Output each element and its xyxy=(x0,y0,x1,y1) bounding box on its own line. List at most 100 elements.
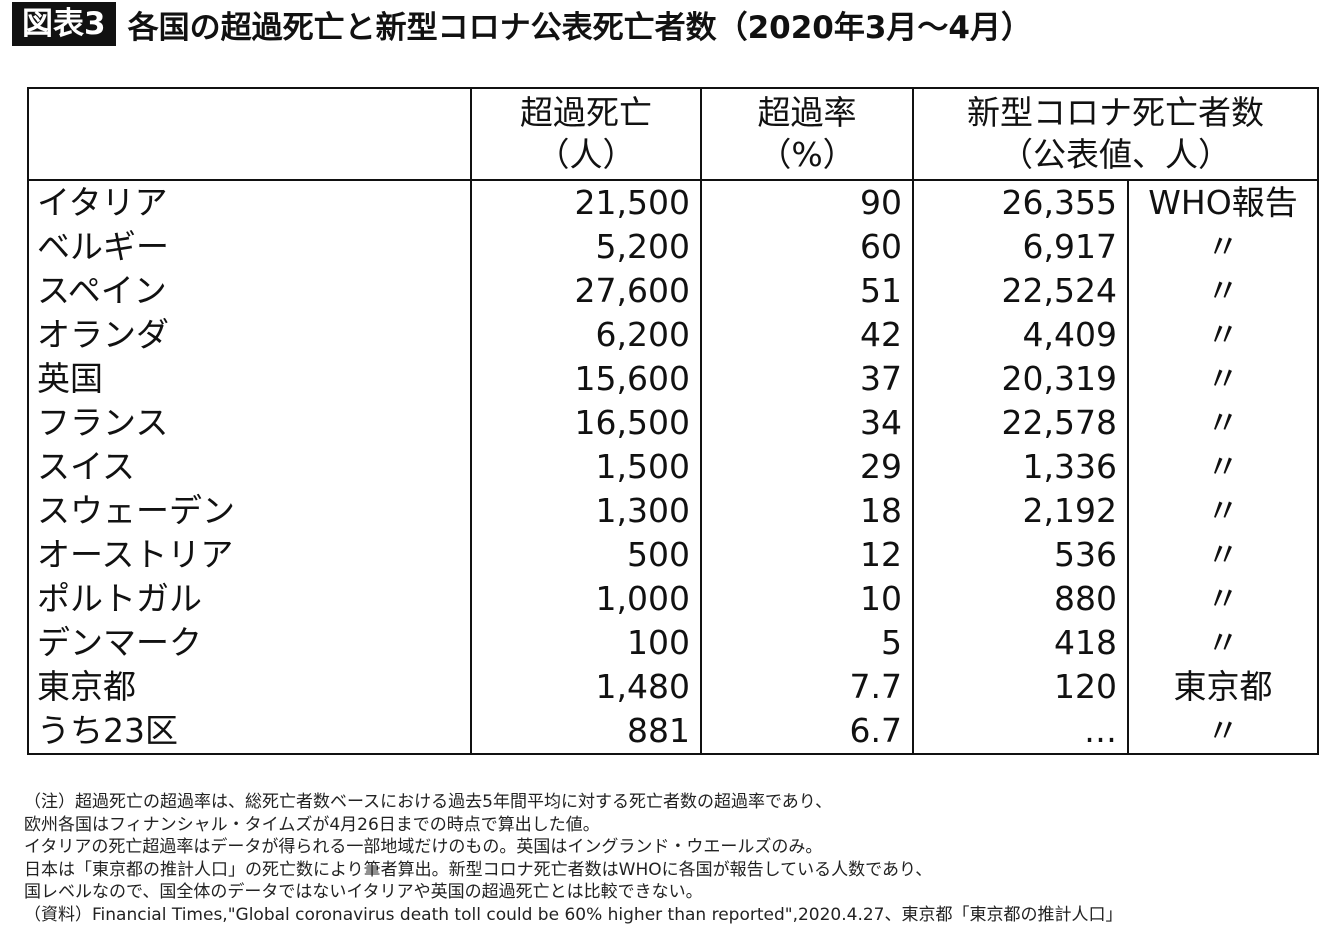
header-covid: 新型コロナ死亡者数 （公表値、人） xyxy=(912,87,1319,181)
cell-rate: 51 xyxy=(700,269,914,313)
cell-source: 〃 xyxy=(1127,269,1319,313)
cell-source: 〃 xyxy=(1127,577,1319,621)
cell-excess: 21,500 xyxy=(470,180,702,225)
cell-covid: 6,917 xyxy=(912,225,1129,269)
cell-source: 〃 xyxy=(1127,225,1319,269)
figure-title-text: 各国の超過死亡と新型コロナ公表死亡者数（2020年3月～4月） xyxy=(127,9,1032,46)
cell-rate: 18 xyxy=(700,489,914,533)
cell-rate: 42 xyxy=(700,313,914,357)
cell-covid: 2,192 xyxy=(912,489,1129,533)
cell-excess: 16,500 xyxy=(470,401,702,445)
table-row: スペイン 27,600 51 22,524 〃 xyxy=(27,269,1319,313)
header-row: 超過死亡 （人） 超過率 （%） 新型コロナ死亡者数 （公表値、人） xyxy=(27,87,1319,181)
header-rate-line2: （%） xyxy=(758,135,856,174)
note-line: （注）超過死亡の超過率は、総死亡者数ベースにおける過去5年間平均に対する死亡者数… xyxy=(24,792,833,812)
table-row: うち23区 881 6.7… 〃 xyxy=(27,709,1319,755)
cell-rate: 5 xyxy=(700,621,914,665)
table-row: ポルトガル 1,000 10 880 〃 xyxy=(27,577,1319,621)
header-rate-line1: 超過率 xyxy=(757,93,857,132)
cell-source: 〃 xyxy=(1127,709,1319,755)
row-name: スイス xyxy=(27,445,472,489)
header-covid-line1: 新型コロナ死亡者数 xyxy=(967,93,1264,132)
cell-excess: 6,200 xyxy=(470,313,702,357)
row-name: 英国 xyxy=(27,357,472,401)
note-line: （資料）Financial Times,"Global coronavirus … xyxy=(24,904,1123,925)
header-blank xyxy=(27,87,472,181)
header-excess-line1: 超過死亡 xyxy=(520,93,652,132)
cell-excess: 15,600 xyxy=(470,357,702,401)
header-rate: 超過率 （%） xyxy=(700,87,914,181)
cell-excess: 1,000 xyxy=(470,577,702,621)
data-table: 超過死亡 （人） 超過率 （%） 新型コロナ死亡者数 （公表値、人） イタリア 21,5… xyxy=(27,87,1319,755)
cell-source: 〃 xyxy=(1127,489,1319,533)
cell-excess: 1,300 xyxy=(470,489,702,533)
cell-excess: 881 xyxy=(470,709,702,755)
cell-excess: 500 xyxy=(470,533,702,577)
row-name: ポルトガル xyxy=(27,577,472,621)
row-name: 東京都 xyxy=(27,665,472,709)
cell-source: 〃 xyxy=(1127,357,1319,401)
row-name: ベルギー xyxy=(27,225,472,269)
cell-covid: 20,319 xyxy=(912,357,1129,401)
note-line: 日本は「東京都の推計人口」の死亡数により筆者算出。新型コロナ死亡者数はWHOに各… xyxy=(24,859,933,880)
cell-rate: 29 xyxy=(700,445,914,489)
cell-covid: … xyxy=(912,709,1129,755)
cell-covid: 1,336 xyxy=(912,445,1129,489)
cell-excess: 5,200 xyxy=(470,225,702,269)
cell-covid: 120 xyxy=(912,665,1129,709)
row-name: オーストリア xyxy=(27,533,472,577)
notes: （注）超過死亡の超過率は、総死亡者数ベースにおける過去5年間平均に対する死亡者数… xyxy=(24,791,1123,926)
table-row: スウェーデン 1,300 18 2,192 〃 xyxy=(27,489,1319,533)
cell-source: 〃 xyxy=(1127,401,1319,445)
cell-source: 〃 xyxy=(1127,533,1319,577)
table-row: 東京都 1,480 7.7 120 東京都 xyxy=(27,665,1319,709)
row-name: オランダ xyxy=(27,313,472,357)
table-row: フランス 16,500 34 22,578 〃 xyxy=(27,401,1319,445)
cell-rate: 10 xyxy=(700,577,914,621)
table-row: デンマーク 100 5 418 〃 xyxy=(27,621,1319,665)
cell-excess: 1,480 xyxy=(470,665,702,709)
header-excess-line2: （人） xyxy=(536,135,636,174)
table-row: ベルギー 5,200 60 6,917 〃 xyxy=(27,225,1319,269)
table-row: オランダ 6,200 42 4,409 〃 xyxy=(27,313,1319,357)
cell-covid: 418 xyxy=(912,621,1129,665)
figure-title: 図表3 各国の超過死亡と新型コロナ公表死亡者数（2020年3月～4月） xyxy=(12,2,1032,46)
row-name: イタリア xyxy=(27,180,472,225)
cell-rate: 6.7 xyxy=(700,709,914,755)
note-line: イタリアの死亡超過率はデータが得られる一部地域だけのもの。英国はイングランド・ウ… xyxy=(24,837,823,857)
cell-source: 東京都 xyxy=(1127,665,1319,709)
cell-excess: 1,500 xyxy=(470,445,702,489)
row-name: スペイン xyxy=(27,269,472,313)
cell-rate: 12 xyxy=(700,533,914,577)
row-name: うち23区 xyxy=(27,709,472,755)
note-line: 欧州各国はフィナンシャル・タイムズが4月26日までの時点で算出した値。 xyxy=(24,814,600,835)
cell-covid: 26,355 xyxy=(912,180,1129,225)
cell-covid: 4,409 xyxy=(912,313,1129,357)
row-name: デンマーク xyxy=(27,621,472,665)
note-line: 国レベルなので、国全体のデータではないイタリアや英国の超過死亡とは比較できない。 xyxy=(24,882,703,902)
cell-covid: 22,578 xyxy=(912,401,1129,445)
cell-rate: 90 xyxy=(700,180,914,225)
row-name: スウェーデン xyxy=(27,489,472,533)
cell-covid: 880 xyxy=(912,577,1129,621)
row-name: フランス xyxy=(27,401,472,445)
cell-rate: 60 xyxy=(700,225,914,269)
cell-rate: 37 xyxy=(700,357,914,401)
cell-source: WHO報告 xyxy=(1127,180,1319,225)
table-row: スイス 1,500 29 1,336 〃 xyxy=(27,445,1319,489)
cell-source: 〃 xyxy=(1127,313,1319,357)
cell-rate: 7.7 xyxy=(700,665,914,709)
figure-badge: 図表3 xyxy=(12,2,116,46)
table-row: 英国 15,600 37 20,319 〃 xyxy=(27,357,1319,401)
cell-excess: 27,600 xyxy=(470,269,702,313)
header-covid-line2: （公表値、人） xyxy=(1000,135,1231,174)
cell-source: 〃 xyxy=(1127,445,1319,489)
table-row: オーストリア 500 12 536 〃 xyxy=(27,533,1319,577)
cell-rate: 34 xyxy=(700,401,914,445)
cell-covid: 22,524 xyxy=(912,269,1129,313)
table-row: イタリア 21,500 90 26,355 WHO報告 xyxy=(27,180,1319,225)
cell-excess: 100 xyxy=(470,621,702,665)
header-excess: 超過死亡 （人） xyxy=(470,87,702,181)
cell-source: 〃 xyxy=(1127,621,1319,665)
cell-covid: 536 xyxy=(912,533,1129,577)
